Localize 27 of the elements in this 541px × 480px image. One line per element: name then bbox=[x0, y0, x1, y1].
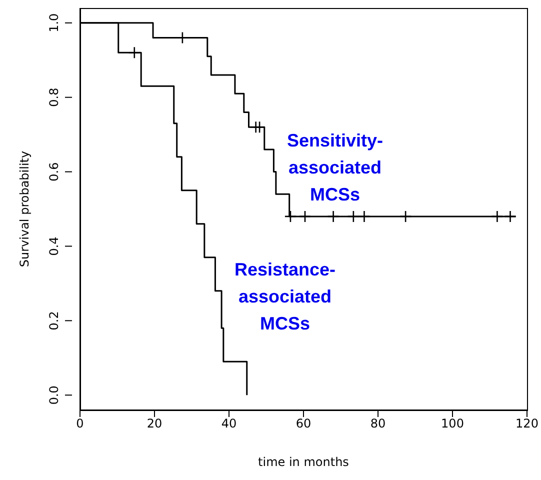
point bbox=[327, 210, 340, 223]
point bbox=[253, 120, 266, 134]
x-tick-label: 60 bbox=[296, 416, 312, 431]
point bbox=[128, 46, 141, 59]
x-tick-label: 100 bbox=[441, 416, 464, 431]
point bbox=[491, 210, 504, 223]
y-tick-label: 0.4 bbox=[47, 236, 61, 256]
point bbox=[399, 210, 412, 223]
point bbox=[504, 210, 516, 223]
y-tick-label: 1.0 bbox=[47, 13, 61, 32]
x-tick-label: 80 bbox=[370, 416, 386, 431]
point bbox=[347, 210, 360, 223]
x-tick-label: 20 bbox=[146, 416, 162, 431]
point bbox=[298, 210, 312, 223]
annotation: Resistance-associated MCSs bbox=[234, 258, 336, 336]
point bbox=[358, 210, 370, 223]
y-tick-label: 0.6 bbox=[47, 162, 61, 182]
y-tick-label: 0.2 bbox=[47, 311, 61, 330]
x-axis-title: time in months bbox=[258, 455, 349, 469]
annotation: Sensitivity-associated MCSs bbox=[286, 130, 384, 206]
y-tick-label: 0.8 bbox=[47, 88, 61, 107]
y-axis-title: Survival probability bbox=[17, 150, 32, 268]
x-tick-label: 120 bbox=[516, 416, 538, 431]
point bbox=[284, 210, 297, 223]
x-tick-label: 0 bbox=[76, 416, 84, 431]
x-tick-label: 40 bbox=[221, 416, 237, 431]
y-tick-label: 0.0 bbox=[47, 386, 61, 405]
